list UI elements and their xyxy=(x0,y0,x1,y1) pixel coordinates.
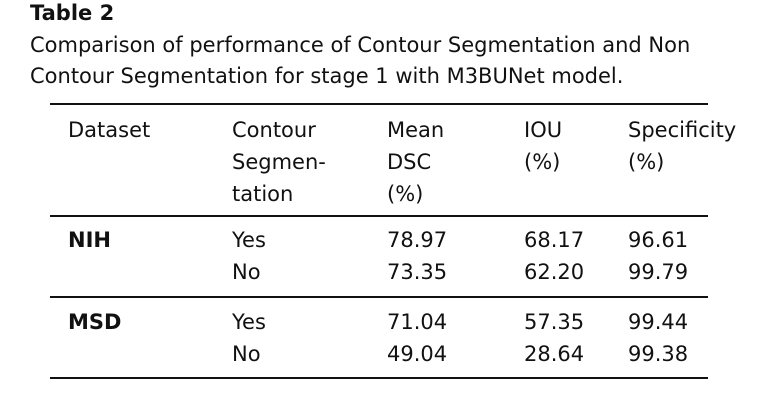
caption-line: Contour Segmentation for stage 1 with M3… xyxy=(30,64,624,88)
header-cell: (%) xyxy=(524,150,561,174)
header-cell: (%) xyxy=(628,150,665,174)
cell: 62.20 xyxy=(524,260,585,284)
cell: Yes xyxy=(232,310,266,334)
cell: 68.17 xyxy=(524,228,585,252)
cell: 57.35 xyxy=(524,310,585,334)
header-cell: tation xyxy=(232,182,294,206)
cell: No xyxy=(232,260,261,284)
cell: 73.35 xyxy=(387,260,448,284)
cell: 96.61 xyxy=(628,228,689,252)
header-cell: Contour xyxy=(232,118,316,142)
table-label: Table 2 xyxy=(30,1,115,25)
cell: 49.04 xyxy=(387,342,448,366)
header-cell: IOU xyxy=(524,118,563,142)
cell: 99.79 xyxy=(628,260,689,284)
cell: 28.64 xyxy=(524,342,585,366)
header-cell: (%) xyxy=(387,182,424,206)
header-cell: Segmen- xyxy=(232,150,326,174)
bottom-rule xyxy=(50,377,708,379)
mid-rule xyxy=(50,215,708,217)
caption-line: Comparison of performance of Contour Seg… xyxy=(30,33,691,57)
dataset-cell: NIH xyxy=(68,228,111,252)
header-cell: Dataset xyxy=(68,118,151,142)
cell: Yes xyxy=(232,228,266,252)
cell: 71.04 xyxy=(387,310,448,334)
header-cell: Specificity xyxy=(628,118,737,142)
cell: 99.38 xyxy=(628,342,689,366)
cell: 78.97 xyxy=(387,228,448,252)
cell: 99.44 xyxy=(628,310,689,334)
group-rule xyxy=(50,296,708,298)
header-cell: Mean xyxy=(387,118,445,142)
header-cell: DSC xyxy=(387,150,432,174)
dataset-cell: MSD xyxy=(68,310,122,334)
cell: No xyxy=(232,342,261,366)
top-rule xyxy=(50,103,708,105)
